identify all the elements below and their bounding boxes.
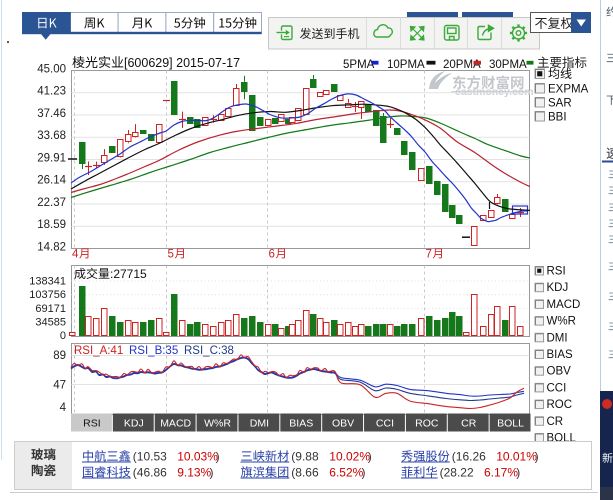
svg-text:CCI: CCI	[547, 382, 567, 394]
svg-text:18.59: 18.59	[37, 219, 66, 231]
svg-text:BOLL: BOLL	[497, 417, 524, 429]
svg-text:30PMA: 30PMA	[489, 59, 527, 71]
svg-text:RSI: RSI	[83, 417, 101, 429]
svg-text:): )	[535, 450, 539, 464]
svg-text:BIAS: BIAS	[289, 417, 313, 429]
svg-text:BIAS: BIAS	[547, 349, 574, 361]
svg-text:(8.66: (8.66	[291, 466, 319, 480]
svg-text::27715: :27715	[110, 267, 147, 281]
svg-text:10.03%: 10.03%	[177, 450, 218, 464]
svg-text:37.46: 37.46	[37, 108, 66, 120]
svg-text:): )	[516, 466, 520, 480]
svg-text:20PMA: 20PMA	[443, 59, 481, 71]
svg-text:34585: 34585	[35, 317, 66, 329]
svg-text:29.91: 29.91	[37, 152, 66, 164]
svg-text:89: 89	[53, 350, 66, 362]
svg-text:ROC: ROC	[547, 399, 573, 411]
svg-text:(46.86: (46.86	[133, 466, 167, 480]
svg-text:10.01%: 10.01%	[496, 450, 537, 464]
svg-text:MACD: MACD	[160, 417, 191, 429]
svg-text:33.68: 33.68	[37, 130, 66, 142]
svg-text:4: 4	[72, 249, 79, 261]
svg-text:45.00: 45.00	[37, 63, 66, 75]
svg-text:(10.53: (10.53	[133, 450, 167, 464]
svg-text:5: 5	[168, 249, 174, 261]
svg-text:103756: 103756	[29, 289, 66, 301]
svg-text:W%R: W%R	[204, 417, 231, 429]
svg-text:7: 7	[426, 249, 432, 261]
svg-text:DMI: DMI	[250, 417, 269, 429]
svg-text:): )	[209, 466, 213, 480]
svg-text:6: 6	[269, 249, 275, 261]
svg-text:(9.88: (9.88	[291, 450, 319, 464]
svg-text:EXPMA: EXPMA	[548, 84, 589, 96]
svg-text:RSI_C:38: RSI_C:38	[184, 345, 234, 357]
svg-text:KDJ: KDJ	[547, 282, 569, 294]
svg-text:ROC: ROC	[415, 417, 439, 429]
svg-text:41.23: 41.23	[37, 86, 66, 98]
svg-text:W%R: W%R	[547, 316, 576, 328]
svg-text:DMI: DMI	[547, 332, 568, 344]
svg-text:0: 0	[60, 330, 66, 342]
svg-text:): )	[368, 450, 372, 464]
svg-text:22.37: 22.37	[37, 197, 66, 209]
svg-text:): )	[362, 466, 366, 480]
svg-text:CR: CR	[461, 417, 477, 429]
svg-text:9.13%: 9.13%	[177, 466, 211, 480]
svg-text:(16.26: (16.26	[452, 450, 486, 464]
svg-text:SAR: SAR	[548, 98, 572, 110]
svg-text:(28.22: (28.22	[440, 466, 474, 480]
svg-text:MACD: MACD	[547, 299, 581, 311]
svg-text:14.82: 14.82	[37, 241, 66, 253]
svg-text:138341: 138341	[29, 275, 66, 287]
svg-text:BBI: BBI	[548, 112, 567, 124]
svg-text:10.02%: 10.02%	[329, 450, 370, 464]
svg-text:5PMA: 5PMA	[343, 59, 375, 71]
svg-text:69171: 69171	[35, 303, 66, 315]
svg-text:26.14: 26.14	[37, 175, 66, 187]
svg-text:RSI: RSI	[547, 266, 566, 278]
svg-text:CCI: CCI	[376, 417, 394, 429]
svg-text:RSI_B:35: RSI_B:35	[129, 345, 178, 357]
svg-text:6.52%: 6.52%	[329, 466, 363, 480]
svg-text:OBV: OBV	[332, 417, 354, 429]
svg-text:10PMA: 10PMA	[387, 59, 425, 71]
svg-text:[600629] 2015-07-17: [600629] 2015-07-17	[124, 56, 240, 70]
svg-text:CR: CR	[547, 416, 564, 428]
svg-text:OBV: OBV	[547, 366, 572, 378]
svg-text:47: 47	[53, 380, 66, 392]
svg-text:): )	[216, 450, 220, 464]
svg-text:4: 4	[60, 402, 67, 414]
svg-text:6.17%: 6.17%	[484, 466, 518, 480]
svg-text:RSI_A:41: RSI_A:41	[74, 345, 123, 357]
svg-text:KDJ: KDJ	[124, 417, 144, 429]
